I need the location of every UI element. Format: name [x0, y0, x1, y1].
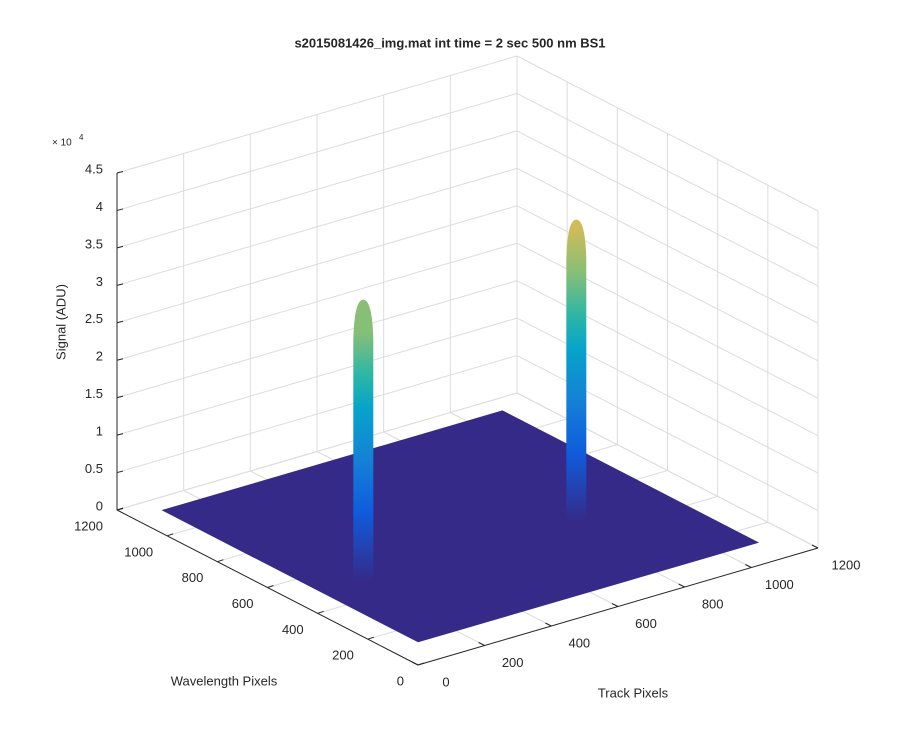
x-tick [678, 583, 685, 588]
z-tick [116, 395, 124, 399]
y-axis-label: Wavelength Pixels [171, 673, 278, 688]
z-tick-label: 0.5 [85, 461, 103, 476]
y-tick-label: 0 [397, 673, 404, 688]
x-tick [811, 544, 819, 549]
x-tick-label: 1200 [832, 557, 861, 572]
z-tick [116, 320, 124, 324]
x-tick-label: 0 [442, 674, 449, 689]
z-multiplier: × 10 [52, 138, 72, 149]
x-tick-label: 800 [702, 596, 724, 611]
z-tick-label: 2.5 [85, 311, 103, 326]
z-tick-label: 2 [96, 349, 103, 364]
y-tick [317, 610, 324, 614]
y-tick-label: 600 [232, 596, 254, 611]
z-tick-label: 1.5 [85, 386, 103, 401]
x-tick [478, 642, 485, 646]
peak [353, 299, 374, 582]
z-tick [116, 208, 124, 211]
z-tick-label: 3 [96, 274, 103, 289]
x-tick [411, 661, 419, 666]
z-axis-label: Signal (ADU) [53, 284, 68, 360]
y-tick-label: 1000 [124, 544, 153, 559]
y-tick-label: 1200 [74, 518, 103, 533]
y-tick [167, 533, 174, 537]
y-tick-label: 200 [332, 648, 354, 663]
z-tick-label: 3.5 [85, 236, 103, 251]
peak [566, 219, 587, 522]
x-tick-label: 200 [502, 655, 524, 670]
chart-title: s2015081426_img.mat int time = 2 sec 500… [294, 35, 605, 50]
y-tick [217, 559, 224, 563]
x-tick [611, 603, 619, 607]
z-tick-label: 1 [96, 424, 103, 439]
y-tick [417, 662, 425, 666]
z-tick [116, 245, 124, 249]
z-tick-label: 4 [96, 199, 103, 214]
z-tick [116, 433, 124, 436]
x-tick-label: 600 [635, 616, 657, 631]
grid-line [116, 392, 518, 511]
x-tick [745, 564, 752, 568]
x-tick-label: 1000 [765, 577, 794, 592]
z-tick-label: 0 [96, 498, 103, 513]
z-tick [116, 171, 124, 174]
z-tick [116, 470, 124, 474]
x-tick-label: 400 [568, 635, 590, 650]
z-tick [116, 358, 124, 361]
z-multiplier-exponent: 4 [79, 133, 84, 142]
y-tick-label: 800 [182, 570, 204, 585]
x-axis-label: Track Pixels [598, 685, 669, 700]
z-tick [116, 283, 124, 286]
y-tick [367, 636, 374, 640]
y-tick [116, 507, 124, 511]
y-tick [267, 585, 274, 588]
y-tick-label: 400 [282, 622, 304, 637]
z-tick-label: 4.5 [85, 161, 103, 176]
x-tick [545, 622, 552, 627]
surface-plane [161, 410, 760, 643]
